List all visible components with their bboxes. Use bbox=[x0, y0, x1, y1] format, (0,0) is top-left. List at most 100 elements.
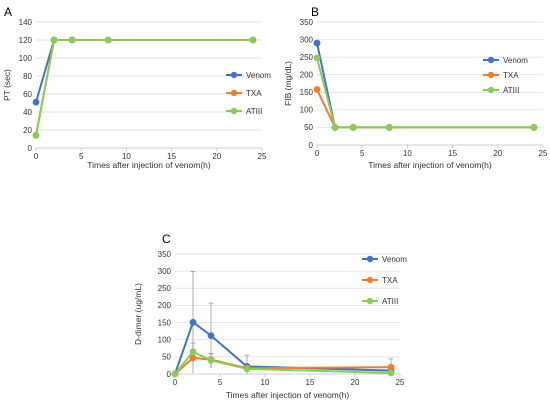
x-axis-title: Times after injection of venom(h) bbox=[87, 160, 211, 170]
x-tick-label: 15 bbox=[448, 149, 457, 158]
legend-swatch-marker bbox=[366, 297, 374, 305]
panel-label: A bbox=[4, 5, 12, 19]
y-tick-label: 0 bbox=[167, 370, 172, 379]
data-point-atiii bbox=[207, 356, 215, 364]
y-tick-label: 80 bbox=[23, 72, 32, 81]
data-point-venom bbox=[207, 332, 215, 339]
data-point-txa bbox=[189, 354, 197, 362]
x-tick-label: 10 bbox=[122, 152, 131, 161]
y-tick-label: 200 bbox=[158, 301, 172, 310]
x-tick-label: 10 bbox=[261, 378, 270, 387]
y-tick-label: 300 bbox=[300, 35, 314, 44]
data-point-venom bbox=[313, 39, 321, 47]
y-tick-label: 40 bbox=[23, 108, 32, 117]
x-tick-label: 25 bbox=[539, 149, 548, 158]
data-point-atiii bbox=[249, 36, 257, 44]
panel-label: B bbox=[311, 5, 319, 19]
series-line-atiii bbox=[35, 39, 253, 136]
series-line-txa bbox=[316, 89, 534, 129]
x-tick-label: 0 bbox=[173, 378, 178, 387]
x-tick-label: 25 bbox=[396, 378, 405, 387]
series-line-venom bbox=[174, 320, 392, 375]
legend-label-atiii: ATIII bbox=[503, 86, 519, 95]
legend-swatch-marker bbox=[366, 276, 374, 284]
data-point-atiii bbox=[387, 369, 395, 377]
y-tick-label: 350 bbox=[158, 250, 172, 259]
data-point-atiii bbox=[385, 124, 393, 131]
data-point-atiii bbox=[530, 124, 538, 131]
series-line-venom bbox=[35, 39, 253, 103]
y-tick-label: 50 bbox=[304, 123, 313, 132]
panel-label: C bbox=[162, 232, 171, 246]
data-point-venom bbox=[189, 318, 197, 326]
x-tick-label: 5 bbox=[79, 152, 84, 161]
x-tick-label: 5 bbox=[360, 149, 365, 158]
series-line-venom bbox=[316, 42, 534, 129]
legend-label-txa: TXA bbox=[246, 89, 262, 98]
y-tick-label: 0 bbox=[28, 144, 33, 153]
data-point-atiii bbox=[50, 36, 58, 44]
y-tick-label: 120 bbox=[19, 36, 33, 45]
data-point-venom bbox=[32, 98, 40, 106]
series-line-atiii bbox=[174, 350, 392, 375]
y-axis-title: D-dimer (ug/mL) bbox=[133, 283, 143, 345]
x-tick-label: 0 bbox=[315, 149, 320, 158]
y-tick-label: 140 bbox=[19, 18, 33, 27]
y-tick-label: 350 bbox=[300, 18, 314, 27]
data-point-atiii bbox=[331, 124, 339, 131]
legend-label-txa: TXA bbox=[503, 71, 519, 80]
x-tick-label: 15 bbox=[306, 378, 315, 387]
data-point-atiii bbox=[349, 124, 357, 131]
legend-label-venom: Venom bbox=[382, 255, 407, 264]
legend-swatch-marker bbox=[487, 86, 495, 94]
chart-panel-a: A 0 20 40 60 80 100 120 140 0 5 10 15 20 25 Times after… bbox=[2, 5, 271, 170]
y-tick-label: 100 bbox=[300, 106, 314, 115]
series-line-txa bbox=[35, 39, 253, 136]
data-point-txa bbox=[313, 86, 321, 93]
chart-panel-c: C 0 50 100 150 200 250 300 350 0 5 10 15 20 25 Times af… bbox=[133, 232, 407, 400]
chart-panel-b: B 0 50 100 150 200 250 300 350 0 5 10 15 20 25 Times af… bbox=[283, 5, 548, 170]
y-tick-label: 20 bbox=[23, 126, 32, 135]
y-tick-label: 60 bbox=[23, 90, 32, 99]
data-point-atiii bbox=[104, 36, 112, 44]
legend-swatch-marker bbox=[230, 89, 238, 97]
x-tick-label: 15 bbox=[167, 152, 176, 161]
legend-swatch-marker bbox=[230, 71, 238, 79]
data-point-atiii bbox=[32, 132, 40, 139]
x-tick-label: 0 bbox=[34, 152, 39, 161]
legend-swatch-marker bbox=[487, 56, 495, 64]
x-tick-label: 10 bbox=[403, 149, 412, 158]
x-tick-label: 20 bbox=[212, 152, 221, 161]
data-point-atiii bbox=[243, 365, 251, 373]
x-tick-label: 20 bbox=[351, 378, 360, 387]
legend-label-txa: TXA bbox=[382, 276, 398, 285]
y-tick-label: 200 bbox=[300, 71, 314, 80]
y-axis-title: PT (sec) bbox=[2, 69, 12, 101]
y-axis-title: FIB (mg/dL) bbox=[283, 61, 293, 106]
y-tick-label: 100 bbox=[158, 336, 172, 345]
legend-swatch-marker bbox=[487, 71, 495, 79]
x-axis-title: Times after injection of venom(h) bbox=[368, 160, 492, 170]
legend-label-atiii: ATIII bbox=[246, 107, 262, 116]
y-tick-label: 150 bbox=[158, 318, 172, 327]
data-point-atiii bbox=[189, 348, 197, 356]
y-tick-label: 50 bbox=[162, 353, 171, 362]
y-tick-label: 250 bbox=[300, 53, 314, 62]
data-point-atiii bbox=[68, 36, 76, 44]
x-tick-label: 20 bbox=[493, 149, 502, 158]
series-line-atiii bbox=[316, 57, 534, 129]
y-tick-label: 100 bbox=[19, 54, 33, 63]
legend-swatch-marker bbox=[366, 255, 374, 263]
legend-label-venom: Venom bbox=[503, 56, 528, 65]
y-tick-label: 250 bbox=[158, 284, 172, 293]
legend-label-atiii: ATIII bbox=[382, 297, 398, 306]
data-point-txa bbox=[387, 363, 395, 371]
legend-swatch-marker bbox=[230, 107, 238, 115]
data-point-atiii bbox=[171, 370, 179, 378]
x-axis-title: Times after injection of venom(h) bbox=[226, 390, 350, 400]
data-point-atiii bbox=[313, 54, 321, 62]
y-tick-label: 150 bbox=[300, 88, 314, 97]
x-tick-label: 25 bbox=[258, 152, 267, 161]
y-tick-label: 0 bbox=[309, 141, 314, 150]
